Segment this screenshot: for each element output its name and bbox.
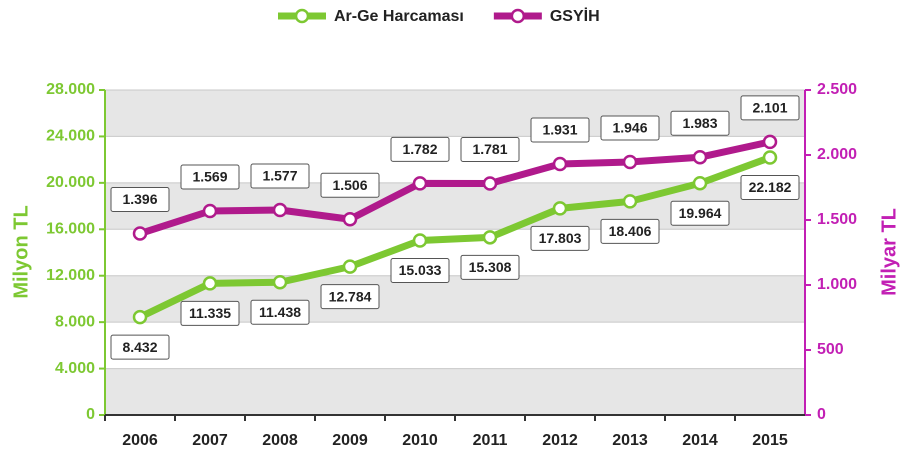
label-box [670, 200, 730, 226]
point [482, 230, 498, 245]
point [132, 226, 148, 241]
label-box [390, 258, 450, 284]
point [762, 134, 778, 150]
label-box [250, 163, 310, 189]
x-tick-label: 2009 [332, 432, 368, 449]
label-box [460, 254, 520, 280]
label-box [740, 95, 800, 121]
x-tick-label: 2014 [682, 432, 718, 449]
y2-tick-label: 0 [817, 406, 826, 423]
point [692, 149, 708, 165]
point [202, 203, 218, 219]
y2-tick-label: 2.000 [817, 146, 857, 163]
data-label: 11.335 [189, 305, 231, 321]
point [622, 194, 638, 209]
y2-axis-title: Milyar TL [878, 208, 900, 296]
data-label: 1.983 [682, 115, 717, 131]
point [272, 202, 288, 218]
point [482, 176, 498, 191]
label-box [530, 117, 590, 143]
label-box [600, 115, 660, 141]
label-box [250, 299, 310, 325]
grid-band [105, 322, 805, 369]
point [342, 211, 358, 227]
point [552, 201, 568, 216]
data-label: 1.506 [332, 177, 367, 193]
y2-tick-label: 500 [817, 341, 844, 358]
x-tick-label: 2007 [192, 432, 228, 449]
y-tick-label: 24.000 [46, 128, 95, 145]
point [272, 274, 288, 290]
point [132, 309, 148, 325]
y2-tick-label: 2.500 [817, 81, 857, 98]
x-tick-label: 2013 [612, 432, 648, 449]
x-tick-label: 2008 [262, 432, 298, 449]
series-line [138, 154, 772, 321]
data-label: 1.396 [122, 191, 157, 207]
point [412, 176, 428, 191]
point [762, 150, 778, 165]
legend-marker [510, 8, 526, 24]
data-label: 17.803 [539, 230, 582, 246]
label-box [180, 300, 240, 326]
data-label: 19.964 [679, 205, 722, 221]
label-box [670, 110, 730, 136]
data-label: 1.931 [542, 122, 577, 138]
x-tick-label: 2011 [473, 432, 508, 449]
data-label: 12.784 [329, 288, 372, 304]
data-label: 22.182 [749, 179, 792, 195]
series-line [138, 138, 771, 237]
y-axis-title: Milyon TL [10, 205, 32, 298]
data-label: 8.432 [122, 339, 157, 355]
label-box [180, 164, 240, 190]
data-label: 18.406 [609, 223, 652, 239]
data-label: 2.101 [752, 100, 787, 116]
grid-band [105, 368, 805, 415]
data-label: 1.577 [262, 168, 297, 184]
data-label: 1.569 [192, 169, 227, 185]
y2-tick-label: 1.000 [817, 276, 857, 293]
x-tick-label: 2006 [122, 432, 158, 449]
point [552, 156, 568, 172]
point [622, 154, 638, 170]
label-box [530, 225, 590, 251]
x-tick-label: 2010 [402, 432, 438, 449]
label-box [320, 284, 380, 310]
x-tick-label: 2012 [542, 432, 578, 449]
y-tick-label: 28.000 [46, 81, 95, 98]
label-box [110, 187, 170, 213]
data-label: 15.308 [469, 259, 512, 275]
label-box [390, 136, 450, 162]
label-box [460, 136, 520, 162]
data-label: 15.033 [399, 262, 442, 278]
x-tick-label: 2015 [752, 432, 788, 449]
label-box [110, 334, 170, 360]
point [202, 276, 218, 291]
y-tick-label: 8.000 [55, 313, 95, 330]
label-box [320, 172, 380, 198]
legend-label: GSYİH [550, 7, 600, 25]
data-label: 11.438 [259, 304, 301, 320]
label-box [740, 175, 800, 201]
y2-tick-label: 1.500 [817, 211, 857, 228]
data-label: 1.781 [472, 141, 507, 157]
point [342, 259, 358, 274]
legend-marker [294, 8, 310, 24]
point [412, 233, 428, 248]
point [692, 176, 708, 191]
y-tick-label: 12.000 [46, 267, 95, 284]
y-tick-label: 0 [86, 406, 95, 423]
label-box [600, 218, 660, 244]
y-tick-label: 16.000 [46, 221, 95, 238]
y-tick-label: 20.000 [46, 174, 95, 191]
data-label: 1.782 [402, 141, 437, 157]
data-label: 1.946 [612, 120, 647, 136]
y-tick-label: 4.000 [55, 360, 95, 377]
legend-label: Ar-Ge Harcaması [334, 8, 464, 25]
